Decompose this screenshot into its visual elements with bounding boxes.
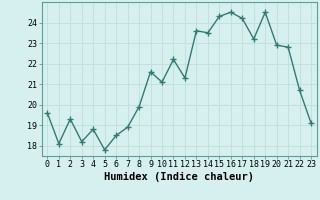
X-axis label: Humidex (Indice chaleur): Humidex (Indice chaleur) [104, 172, 254, 182]
